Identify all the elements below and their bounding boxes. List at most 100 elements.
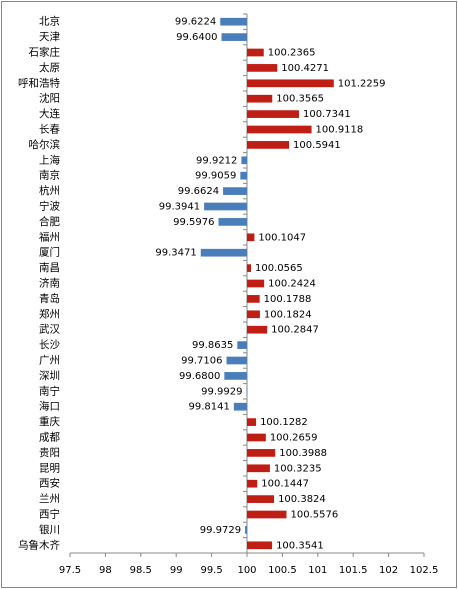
y-tick-label: 哈尔滨: [29, 138, 61, 151]
bar: [247, 110, 299, 118]
data-label: 100.7341: [303, 109, 351, 120]
y-tick-label: 福州: [39, 230, 60, 243]
data-label: 100.2847: [271, 325, 319, 336]
bar: [246, 387, 248, 396]
data-label: 99.3471: [155, 248, 196, 259]
y-tick-label: 石家庄: [29, 46, 61, 59]
data-label: 100.3824: [278, 494, 326, 505]
data-label: 99.3941: [159, 202, 200, 213]
y-tick-label: 乌鲁木齐: [18, 538, 60, 551]
data-label: 100.0565: [255, 263, 303, 274]
bar: [247, 279, 265, 288]
data-label: 99.6624: [178, 186, 219, 197]
data-label: 99.9729: [200, 525, 241, 536]
bar: [237, 341, 247, 349]
y-tick-label: 北京: [39, 15, 60, 28]
y-tick-label: 济南: [39, 277, 60, 290]
bar: [204, 202, 247, 211]
data-label: 100.5576: [290, 510, 338, 521]
y-tick-label: 南京: [39, 169, 60, 182]
bar: [247, 479, 258, 488]
y-tick-label: 太原: [39, 61, 60, 74]
bar: [247, 141, 290, 149]
bar: [247, 449, 276, 457]
data-label: 100.9118: [316, 125, 364, 136]
data-label: 100.1824: [264, 309, 312, 320]
bar: [245, 526, 247, 534]
bar: [247, 264, 252, 272]
y-tick-label: 西安: [39, 477, 60, 490]
x-tick-label: 98.5: [130, 565, 152, 576]
y-tick-label: 兰州: [39, 492, 60, 505]
x-tick-label: 102: [379, 565, 398, 576]
y-tick-label: 青岛: [39, 292, 60, 305]
data-label: 100.3988: [279, 448, 327, 459]
bar: [220, 17, 247, 26]
bar: [226, 356, 247, 365]
data-label: 100.4271: [281, 63, 329, 74]
bar: [247, 495, 275, 503]
data-label: 100.1788: [264, 294, 312, 305]
data-label: 99.6800: [179, 371, 220, 382]
data-label: 99.9212: [196, 155, 237, 166]
bar: [247, 48, 264, 57]
x-tick-label: 102.5: [410, 565, 439, 576]
x-tick-label: 99: [170, 565, 183, 576]
x-tick-label: 101.5: [339, 565, 368, 576]
bar: [247, 418, 257, 426]
y-tick-label: 呼和浩特: [18, 77, 60, 89]
data-label: 99.8141: [188, 402, 229, 413]
x-tick-label: 100: [237, 565, 256, 576]
y-tick-label: 海口: [39, 400, 60, 413]
data-label: 100.3235: [274, 463, 322, 474]
y-tick-label: 沈阳: [39, 92, 60, 105]
y-tick-label: 天津: [39, 31, 60, 43]
y-tick-label: 成都: [39, 432, 60, 444]
bar: [233, 402, 247, 411]
y-tick-label: 贵阳: [39, 446, 60, 459]
x-tick-label: 97.5: [59, 565, 81, 576]
bar: [247, 79, 334, 88]
y-tick-label: 厦门: [39, 246, 60, 259]
bar: [247, 295, 260, 303]
data-label: 100.1447: [261, 479, 309, 490]
data-label: 99.9929: [201, 386, 242, 397]
data-label: 99.8635: [192, 340, 233, 351]
data-label: 100.2659: [270, 433, 318, 444]
y-tick-label: 杭州: [39, 184, 60, 197]
y-tick-label: 银川: [39, 523, 60, 536]
data-label: 99.7106: [181, 356, 222, 367]
data-label: 100.3565: [276, 94, 324, 105]
y-tick-label: 合肥: [39, 215, 60, 228]
bar: [247, 541, 273, 550]
x-tick-label: 98: [99, 565, 112, 576]
y-tick-label: 上海: [39, 153, 60, 166]
bar: [247, 433, 266, 442]
data-label: 99.5976: [173, 217, 214, 228]
bar: [247, 94, 273, 103]
y-tick-label: 大连: [39, 107, 60, 120]
y-tick-label: 郑州: [39, 307, 60, 320]
bar: [247, 233, 255, 242]
y-tick-label: 长沙: [39, 339, 60, 351]
bar: [247, 125, 312, 134]
data-label: 100.1282: [260, 417, 308, 428]
y-tick-label: 南宁: [39, 384, 60, 397]
data-label: 100.2424: [268, 279, 316, 290]
y-tick-label: 昆明: [39, 462, 60, 474]
data-label: 99.6224: [175, 17, 216, 28]
y-tick-label: 南昌: [39, 261, 60, 274]
x-tick-label: 100.5: [268, 565, 297, 576]
x-tick-label: 99.5: [200, 565, 222, 576]
y-tick-label: 西宁: [39, 508, 60, 521]
data-label: 100.1047: [258, 232, 306, 243]
bar: [218, 218, 247, 226]
bar: [240, 171, 247, 180]
bar: [223, 187, 247, 195]
data-label: 100.2365: [268, 48, 316, 59]
data-label: 100.5941: [293, 140, 341, 151]
y-tick-label: 宁波: [39, 200, 60, 213]
bar: [221, 33, 247, 41]
